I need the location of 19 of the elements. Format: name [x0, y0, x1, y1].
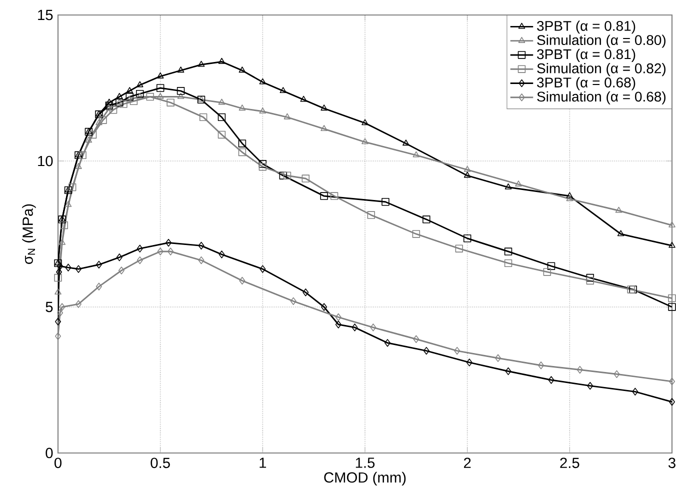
y-axis-title: σ$_{N}$ (MPa): [22, 204, 36, 264]
x-axis-title: CMOD (mm): [324, 472, 406, 486]
y-tick-label: 0: [46, 448, 53, 458]
x-tick-label: 3: [668, 458, 676, 468]
x-tick-label: 0: [54, 458, 62, 468]
x-tick-label: 2.5: [560, 458, 580, 468]
x-tick-label: 2: [464, 458, 471, 468]
x-tick-label: 1: [260, 458, 266, 468]
y-tick-label: 10: [38, 156, 53, 166]
y-tick-label: 15: [38, 10, 53, 20]
legend-label: 3PBT (α = 0.81): [537, 20, 636, 34]
x-tick-label: 0.5: [150, 458, 170, 468]
legend-label: Simulation (α = 0.82): [537, 63, 666, 76]
legend-label: Simulation (α = 0.80): [537, 34, 666, 48]
legend-label: 3PBT (α = 0.81): [537, 48, 636, 62]
legend-label: Simulation (α = 0.68): [537, 91, 666, 104]
y-tick-label: 5: [46, 302, 53, 312]
legend-label: 3PBT (α = 0.68): [537, 77, 636, 90]
x-tick-label: 1.5: [356, 458, 375, 468]
